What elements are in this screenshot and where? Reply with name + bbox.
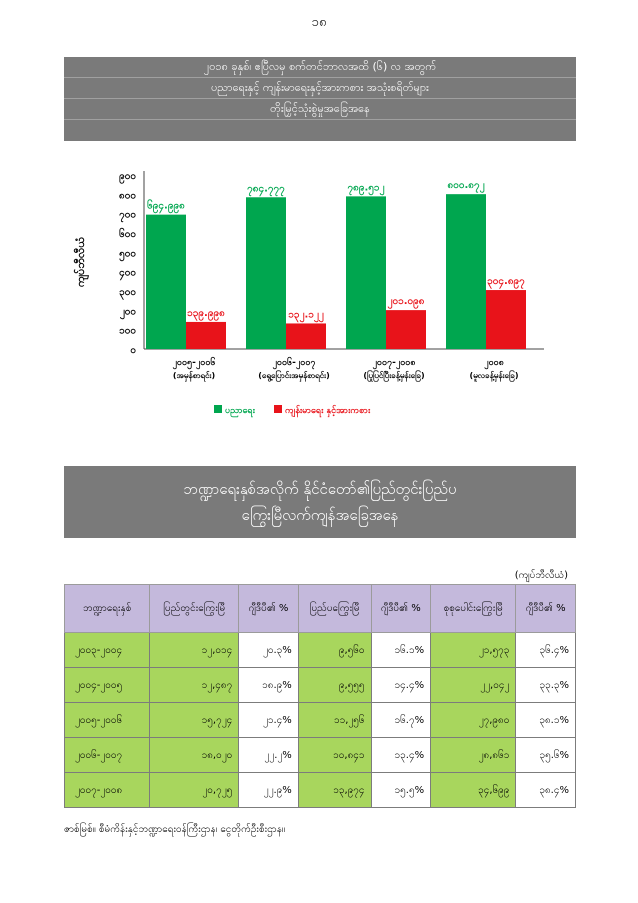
y-tick-label: ၁၀၀ bbox=[119, 326, 136, 337]
y-tick-label: ၃၀၀ bbox=[119, 287, 136, 301]
table-row: ၂၀၀၃-၂၀၀၄ ၁၂,၀၁၄ ၂၀.၃% ၉,၅၆၀ ၁၆.၁% ၂၁,၅၇… bbox=[63, 632, 576, 668]
debt-table: ဘဏ္ဍာရေးနှစ် ပြည်တွင်းကြွေးမြီ ဂျီဒီပီ၏ … bbox=[63, 584, 576, 808]
table-row: ၂၀၀၄-၂၀၀၅ ၁၂,၄၈၇ ၁၈.၉% ၉,၅၅၅ ၁၄.၄% ၂၂,၀၄… bbox=[63, 667, 576, 703]
table-cell: ၁၂,၀၁၄ bbox=[149, 632, 240, 668]
table-cell: ၁၅.၅% bbox=[370, 772, 432, 808]
header-cell: ပြည်ပကြွေးမြီ bbox=[297, 584, 372, 633]
y-tick-label: ၅၀၀ bbox=[119, 248, 136, 262]
y-tick-label: ၄၀၀ bbox=[119, 268, 136, 282]
header-line: ပညာရေးနှင့် ကျန်းမာရေးနှင့်အားကစား အသုံး… bbox=[64, 78, 576, 99]
bar bbox=[346, 196, 386, 349]
bar-value-label: ၁၃၂.၁၂၂ bbox=[288, 309, 323, 323]
table-cell: ၂၂.၂% bbox=[238, 737, 299, 773]
table-cell: ၂၀၀၅-၂၀၀၆ bbox=[63, 702, 151, 738]
table-cell: ၃၃.၃% bbox=[515, 667, 576, 703]
x-tick-label: ၂၀၀၈ bbox=[484, 358, 504, 370]
table-cell: ၂၁.၄% bbox=[238, 702, 299, 738]
bar-value-label: ၁၃၉.၉၉၈ bbox=[187, 308, 225, 322]
table-cell: ၂၀၀၃-၂၀၀၄ bbox=[63, 632, 151, 668]
header-cell: ဘဏ္ဍာရေးနှစ် bbox=[63, 584, 151, 633]
header-cell: စုစုပေါင်းကြွေးမြီ bbox=[430, 584, 517, 633]
table-cell: ၂၀၀၄-၂၀၀၅ bbox=[63, 667, 151, 703]
table-cell: ၂၀.၃% bbox=[238, 632, 299, 668]
y-tick-label: ၇၀၀ bbox=[118, 210, 136, 224]
table-cell: ၁၆.၇% bbox=[370, 702, 432, 738]
header-line: ၂၀၁၈ ခုနှစ်၊ ဧပြီလမှ စက်တင်ဘာလအထိ (၆) လ … bbox=[64, 57, 576, 78]
table-unit: (ကျပ်ဘီလီယံ) bbox=[514, 570, 568, 581]
table-cell: ၉,၅၅၅ bbox=[297, 667, 372, 703]
table-cell: ၁၆.၁% bbox=[370, 632, 432, 668]
bar bbox=[486, 290, 526, 349]
legend-label: ပညာရေး bbox=[225, 406, 256, 418]
table-cell: ၃၈.၄% bbox=[515, 772, 576, 808]
y-tick-label: ၈၀၀ bbox=[119, 190, 136, 201]
table-row: ၂၀၀၆-၂၀၀၇ ၁၈,၀၂၀ ၂၂.၂% ၁၀,၈၄၁ ၁၃.၄% ၂၈,၈… bbox=[63, 737, 576, 773]
page-number: ၁၈ bbox=[311, 15, 327, 30]
table-cell: ၃၆.၄% bbox=[515, 632, 576, 668]
table-cell: ၂၀၀၇-၂၀၀၈ bbox=[63, 772, 151, 808]
section-title-line: ဘဏ္ဍာရေးနှစ်အလိုက် နိုင်ငံတော်၏ပြည်တွင်း… bbox=[183, 480, 457, 498]
bar bbox=[446, 194, 486, 349]
bar-value-label: ၃၀၄.၈၉၇ bbox=[487, 276, 525, 290]
bar bbox=[146, 214, 186, 349]
table-cell: ၃၅.၆% bbox=[515, 737, 576, 773]
y-tick-label: ၂၀၀ bbox=[120, 306, 136, 320]
table-cell: ၉,၅၆၀ bbox=[297, 632, 372, 668]
header-cell: ဂျီဒီပီ၏ % bbox=[238, 584, 299, 633]
bar-value-label: ၈၀၀.၈၇၂ bbox=[447, 180, 484, 194]
x-tick-label: ၂၀၀၅-၂၀၀၆ bbox=[173, 357, 216, 370]
source-note: ဇာစ်မြစ်။ စီမံကိန်းနှင့်ဘဏ္ဍာရေးဝန်ကြီးဌ… bbox=[64, 824, 285, 835]
table-cell: ၁၂,၄၈၇ bbox=[149, 667, 240, 703]
y-tick-label: ၉၀၀ bbox=[119, 171, 136, 185]
bar bbox=[286, 323, 326, 349]
header-line: တိုးမြှင့်သုံးစွဲမှုအခြေအနေ bbox=[64, 99, 576, 120]
table-cell: ၂၇,၉၈၀ bbox=[430, 702, 517, 738]
table-cell: ၃၈.၁% bbox=[515, 702, 576, 738]
table-cell: ၁၀,၈၄၁ bbox=[297, 737, 372, 773]
table-cell: ၁၈,၀၂၀ bbox=[149, 737, 240, 773]
table-cell: ၂၈,၈၆၁ bbox=[430, 737, 517, 773]
table-cell: ၁၅,၇၂၄ bbox=[149, 702, 240, 738]
table-cell: ၂၂,၀၄၂ bbox=[430, 667, 517, 703]
debt-section-header: ဘဏ္ဍာရေးနှစ်အလိုက် နိုင်ငံတော်၏ပြည်တွင်း… bbox=[64, 466, 576, 538]
section-title-line: ကြွေးမြီလက်ကျန်အခြေအနေ bbox=[241, 506, 399, 524]
bar bbox=[386, 310, 426, 349]
x-tick-label: ၂၀၀၇-၂၀၀၈ bbox=[372, 358, 415, 370]
table-cell: ၃၄,၆၉၉ bbox=[430, 772, 517, 808]
x-tick-sublabel: (မူလခန့်မှန်းခြေ) bbox=[469, 370, 518, 383]
table-row: ၂၀၀၇-၂၀၀၈ ၂၀,၇၂၅ ၂၂.၉% ၁၃,၉၇၄ ၁၅.၅% ၃၄,၆… bbox=[63, 772, 576, 808]
table-cell: ၁၃.၄% bbox=[370, 737, 432, 773]
legend-swatch bbox=[274, 405, 282, 413]
bar-value-label: ၇၈၄.၇၇၇ bbox=[246, 183, 285, 197]
x-tick-sublabel: (အမှန်စာရင်း) bbox=[173, 370, 215, 383]
table-cell: ၁၄.၄% bbox=[370, 667, 432, 703]
chart-header: ၂၀၁၈ ခုနှစ်၊ ဧပြီလမှ စက်တင်ဘာလအထိ (၆) လ … bbox=[64, 57, 576, 141]
table-cell: ၂၁,၅၇၃ bbox=[430, 632, 517, 668]
x-tick-sublabel: (ရွေ့ပြောင်းအမှန်စာရင်း) bbox=[258, 370, 329, 383]
bar-value-label: ၇၈၉.၅၁၂ bbox=[347, 182, 385, 196]
bar-value-label: ၆၉၄.၉၉၈ bbox=[147, 199, 185, 215]
y-axis-title: ကျပ်ဘီလီယံ bbox=[73, 237, 90, 287]
header-cell: ဂျီဒီပီ၏ % bbox=[370, 584, 432, 633]
legend-label: ကျန်းမာရေး နှင့်အားကစား bbox=[285, 405, 371, 418]
header-cell: ဂျီဒီပီ၏ % bbox=[515, 584, 576, 633]
table-cell: ၂၂.၉% bbox=[238, 772, 299, 808]
table-cell: ၁၃,၉၇၄ bbox=[297, 772, 372, 808]
y-tick-label: ၆၀၀ bbox=[119, 227, 136, 240]
y-tick-label: ၀ bbox=[130, 345, 136, 356]
header-cell: ပြည်တွင်းကြွေးမြီ bbox=[149, 584, 240, 633]
table-cell: ၂၀,၇၂၅ bbox=[149, 772, 240, 808]
table-cell: ၁၁,၂၅၆ bbox=[297, 702, 372, 738]
table-cell: ၂၀၀၆-၂၀၀၇ bbox=[63, 737, 151, 773]
table-row: ၂၀၀၅-၂၀၀၆ ၁၅,၇၂၄ ၂၁.၄% ၁၁,၂၅၆ ၁၆.၇% ၂၇,၉… bbox=[63, 702, 576, 738]
legend-swatch bbox=[214, 405, 222, 413]
bar-value-label: ၂၀၁.၀၉၈ bbox=[388, 296, 425, 310]
bar bbox=[186, 321, 226, 349]
x-tick-label: ၂၀၀၆-၂၀၀၇ bbox=[273, 357, 316, 370]
x-tick-sublabel: (ပြုပြင်ပြီးခန့်မှန်းခြေ) bbox=[363, 369, 424, 383]
bar bbox=[246, 197, 286, 349]
table-cell: ၁၈.၉% bbox=[238, 667, 299, 703]
table-header-row: ဘဏ္ဍာရေးနှစ် ပြည်တွင်းကြွေးမြီ ဂျီဒီပီ၏ … bbox=[63, 584, 576, 633]
